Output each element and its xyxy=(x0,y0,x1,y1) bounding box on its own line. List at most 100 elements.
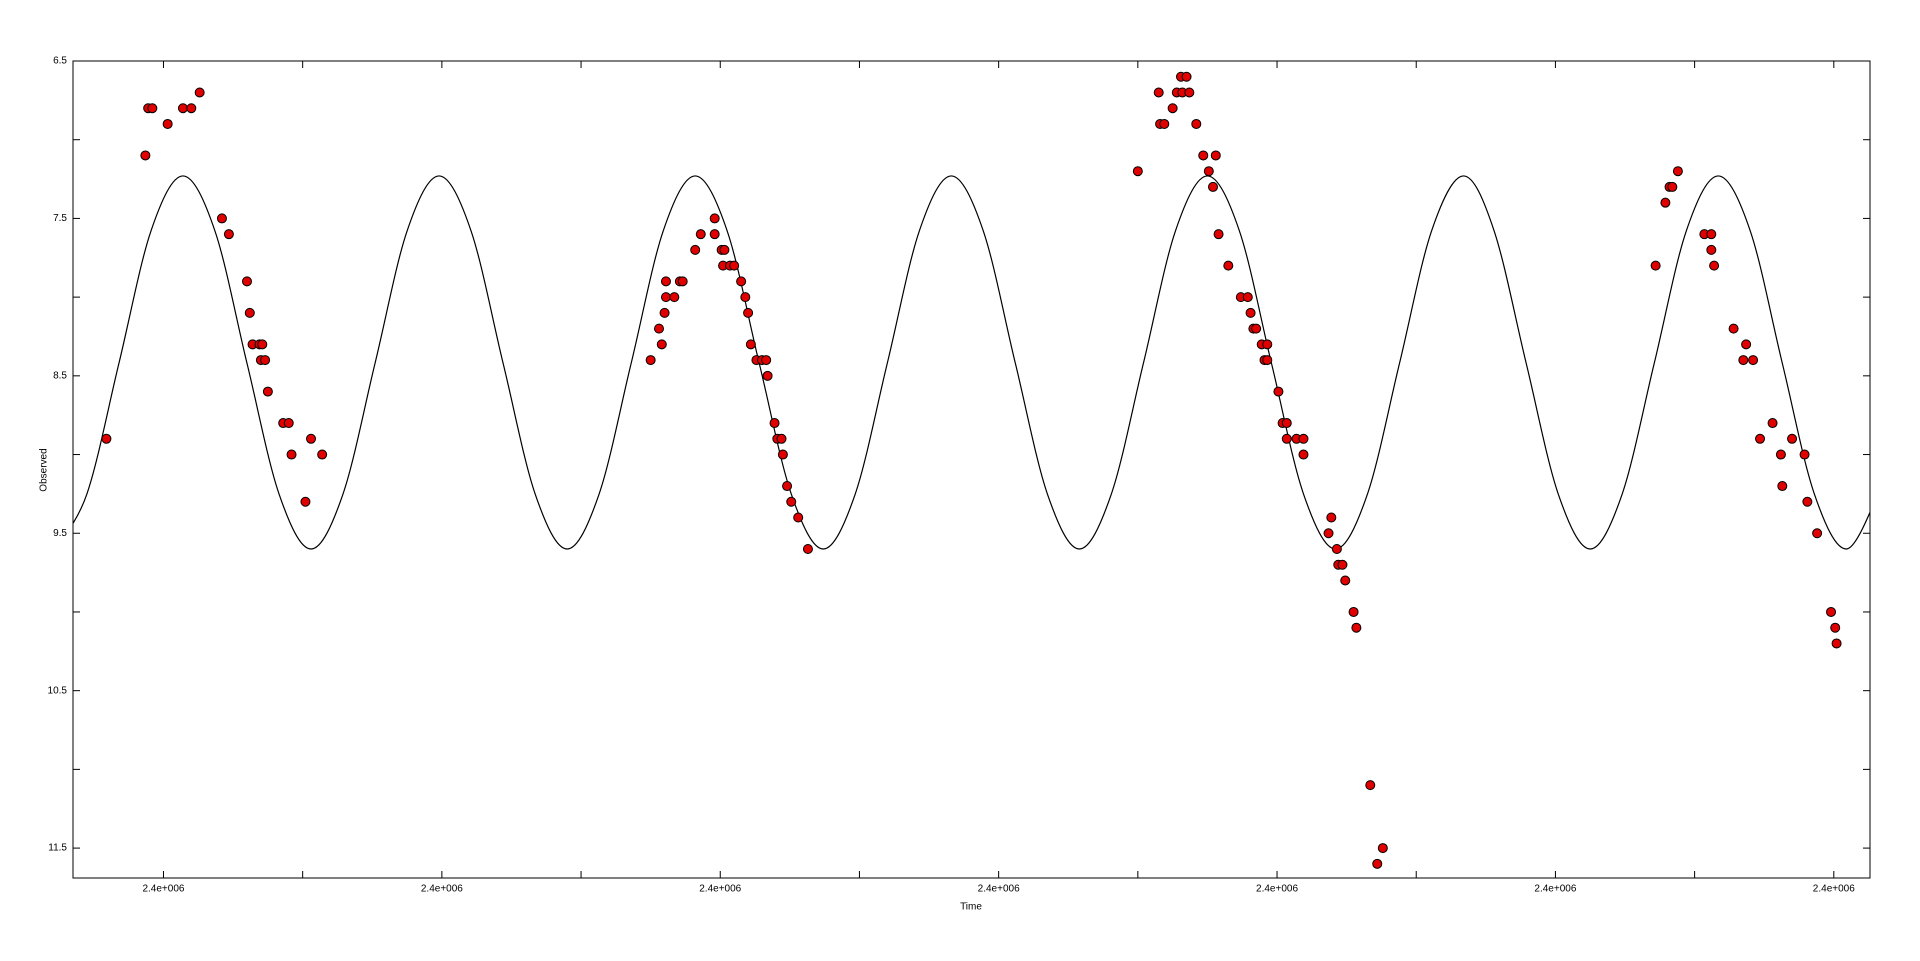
data-point xyxy=(1167,103,1178,114)
data-point xyxy=(695,229,706,240)
data-point xyxy=(1812,528,1823,539)
data-point xyxy=(777,449,788,460)
data-point xyxy=(786,496,797,507)
data-point xyxy=(262,386,273,397)
x-tick-label: 2.4e+006 xyxy=(421,884,463,895)
data-point xyxy=(793,512,804,523)
data-point xyxy=(782,481,793,492)
data-point xyxy=(1787,433,1798,444)
y-tick-label: 9.5 xyxy=(53,528,67,539)
data-point xyxy=(317,449,328,460)
data-point xyxy=(1351,622,1362,633)
data-point xyxy=(1262,355,1273,366)
data-point xyxy=(1251,323,1262,334)
data-point xyxy=(1184,87,1195,98)
x-tick-label: 2.4e+006 xyxy=(699,884,741,895)
data-point xyxy=(1159,118,1170,129)
data-point xyxy=(1203,166,1214,177)
data-point xyxy=(260,355,271,366)
data-point xyxy=(1728,323,1739,334)
data-point xyxy=(1281,418,1292,429)
data-point xyxy=(1262,339,1273,350)
data-point xyxy=(1273,386,1284,397)
data-point xyxy=(1650,260,1661,271)
data-point xyxy=(1741,339,1752,350)
data-point xyxy=(101,433,112,444)
data-point xyxy=(186,103,197,114)
data-point xyxy=(1242,292,1253,303)
data-point xyxy=(656,339,667,350)
data-point xyxy=(669,292,680,303)
data-point xyxy=(1802,496,1813,507)
data-point xyxy=(1326,512,1337,523)
data-point xyxy=(1132,166,1143,177)
data-point xyxy=(719,244,730,255)
data-point xyxy=(677,276,688,287)
data-point xyxy=(1365,780,1376,791)
x-tick-label: 2.4e+006 xyxy=(142,884,184,895)
data-point xyxy=(769,418,780,429)
data-point xyxy=(1830,622,1841,633)
x-tick-label: 2.4e+006 xyxy=(1534,884,1576,895)
data-point xyxy=(1348,606,1359,617)
data-point xyxy=(690,244,701,255)
data-point xyxy=(306,433,317,444)
data-point xyxy=(1191,118,1202,129)
data-point xyxy=(1181,71,1192,82)
data-point xyxy=(283,418,294,429)
data-point xyxy=(1667,181,1678,192)
data-point xyxy=(659,307,670,318)
data-point xyxy=(216,213,227,224)
data-point xyxy=(1799,449,1810,460)
data-point xyxy=(1755,433,1766,444)
data-point xyxy=(1777,481,1788,492)
data-point xyxy=(1223,260,1234,271)
data-point xyxy=(660,292,671,303)
data-point xyxy=(1709,260,1720,271)
data-point xyxy=(1672,166,1683,177)
model-curve xyxy=(73,175,1870,550)
data-point xyxy=(740,292,751,303)
data-point xyxy=(762,370,773,381)
data-point xyxy=(1323,528,1334,539)
data-point xyxy=(241,276,252,287)
x-tick-label: 2.4e+006 xyxy=(978,884,1020,895)
data-point xyxy=(1340,575,1351,586)
data-point xyxy=(1706,244,1717,255)
data-point xyxy=(1775,449,1786,460)
data-point xyxy=(1748,355,1759,366)
x-axis-label: Time xyxy=(960,902,982,913)
data-point xyxy=(223,229,234,240)
plot-frame xyxy=(72,60,1871,879)
data-point xyxy=(177,103,188,114)
data-point xyxy=(1298,449,1309,460)
data-point xyxy=(776,433,787,444)
data-point xyxy=(660,276,671,287)
data-point xyxy=(743,307,754,318)
data-point xyxy=(1337,559,1348,570)
data-point xyxy=(736,276,747,287)
data-point xyxy=(194,87,205,98)
data-point xyxy=(802,543,813,554)
data-point xyxy=(1767,418,1778,429)
y-tick-label: 7.5 xyxy=(53,213,67,224)
data-point xyxy=(645,355,656,366)
data-point xyxy=(1377,843,1388,854)
data-point xyxy=(709,229,720,240)
data-point xyxy=(244,307,255,318)
x-tick-label: 2.4e+006 xyxy=(1256,884,1298,895)
y-tick-label: 8.5 xyxy=(53,370,67,381)
data-point xyxy=(1372,858,1383,869)
data-point xyxy=(654,323,665,334)
data-point xyxy=(1208,181,1219,192)
data-point xyxy=(140,150,151,161)
y-axis-label: Observed xyxy=(39,448,50,491)
data-point xyxy=(1153,87,1164,98)
data-point xyxy=(300,496,311,507)
data-point xyxy=(1660,197,1671,208)
data-point xyxy=(1331,543,1342,554)
data-point xyxy=(147,103,158,114)
data-point xyxy=(1298,433,1309,444)
data-point xyxy=(709,213,720,224)
